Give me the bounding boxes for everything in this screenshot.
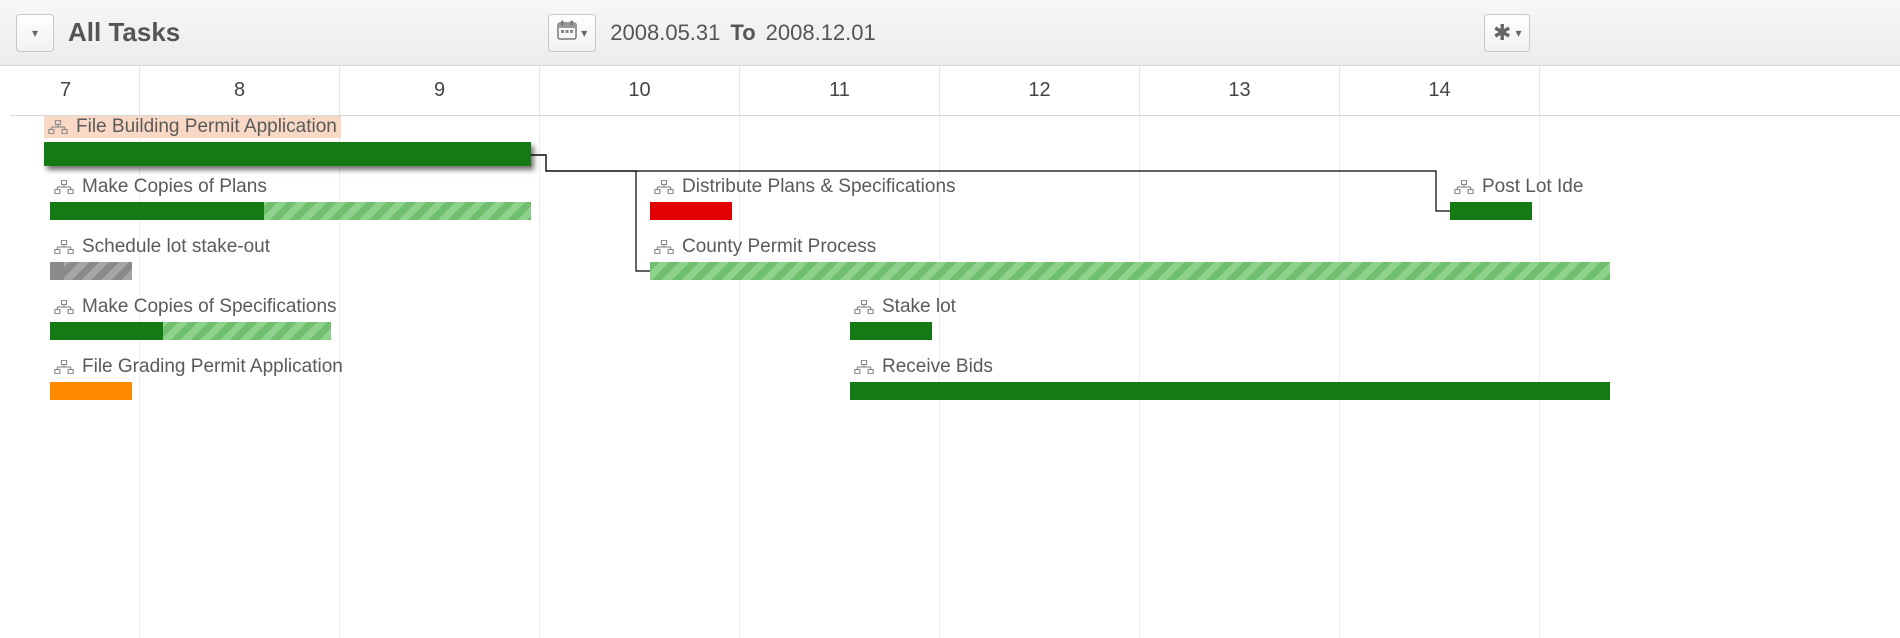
task-label[interactable]: Receive Bids <box>850 356 997 378</box>
timeline-cell: 9 <box>340 66 540 115</box>
chevron-down-icon: ▾ <box>32 26 38 40</box>
task-label[interactable]: County Permit Process <box>650 236 880 258</box>
date-from: 2008.05.31 <box>610 20 720 46</box>
task-bar[interactable] <box>850 322 932 340</box>
task-label-text: Receive Bids <box>882 356 993 378</box>
settings-dropdown-button[interactable]: ✱ ▾ <box>1484 14 1530 52</box>
chevron-down-icon: ▾ <box>581 26 587 40</box>
gantt-row: File Building Permit Application <box>10 116 1900 176</box>
task-bar[interactable] <box>1450 202 1532 220</box>
date-range: 2008.05.31 To 2008.12.01 <box>610 20 875 46</box>
task-label-text: County Permit Process <box>682 236 876 258</box>
task-bar[interactable] <box>850 382 1610 400</box>
timeline-cell: 12 <box>940 66 1140 115</box>
timeline-header: 7891011121314 <box>10 66 1900 116</box>
toolbar: ▾ All Tasks ▾ 2008.05.31 To 2008.12.01 ✱… <box>0 0 1900 66</box>
date-to-label: To <box>730 20 755 46</box>
task-label[interactable]: Post Lot Ide <box>1450 176 1587 198</box>
gantt-body[interactable]: File Building Permit Application Make Co… <box>10 116 1900 638</box>
task-label[interactable]: File Building Permit Application <box>44 116 341 138</box>
task-icon <box>654 240 674 254</box>
timeline-cell: 13 <box>1140 66 1340 115</box>
gear-icon: ✱ <box>1493 22 1511 44</box>
date-to: 2008.12.01 <box>766 20 876 46</box>
task-icon <box>854 360 874 374</box>
calendar-icon <box>557 20 577 45</box>
gantt-chart: 7891011121314 File Building Permit Appli… <box>0 66 1900 638</box>
task-label-text: File Building Permit Application <box>76 116 337 138</box>
view-dropdown-button[interactable]: ▾ <box>16 14 54 52</box>
gantt-row: Receive Bids <box>10 356 1900 416</box>
gantt-row: County Permit Process <box>10 236 1900 296</box>
task-bar[interactable] <box>44 142 531 166</box>
timeline-cell: 10 <box>540 66 740 115</box>
task-label-text: Stake lot <box>882 296 956 318</box>
task-label-text: Post Lot Ide <box>1482 176 1583 198</box>
timeline-cell: 7 <box>10 66 140 115</box>
task-label[interactable]: Stake lot <box>850 296 960 318</box>
task-icon <box>854 300 874 314</box>
task-icon <box>48 120 68 134</box>
timeline-cell: 14 <box>1340 66 1540 115</box>
task-icon <box>1454 180 1474 194</box>
gantt-row: Stake lot <box>10 296 1900 356</box>
timeline-cell: 11 <box>740 66 940 115</box>
gantt-row: Post Lot Ide <box>10 176 1900 236</box>
page-title: All Tasks <box>68 17 180 48</box>
timeline-cell: 8 <box>140 66 340 115</box>
chevron-down-icon: ▾ <box>1515 26 1521 40</box>
calendar-picker-button[interactable]: ▾ <box>548 14 596 52</box>
task-bar[interactable] <box>650 262 1610 280</box>
